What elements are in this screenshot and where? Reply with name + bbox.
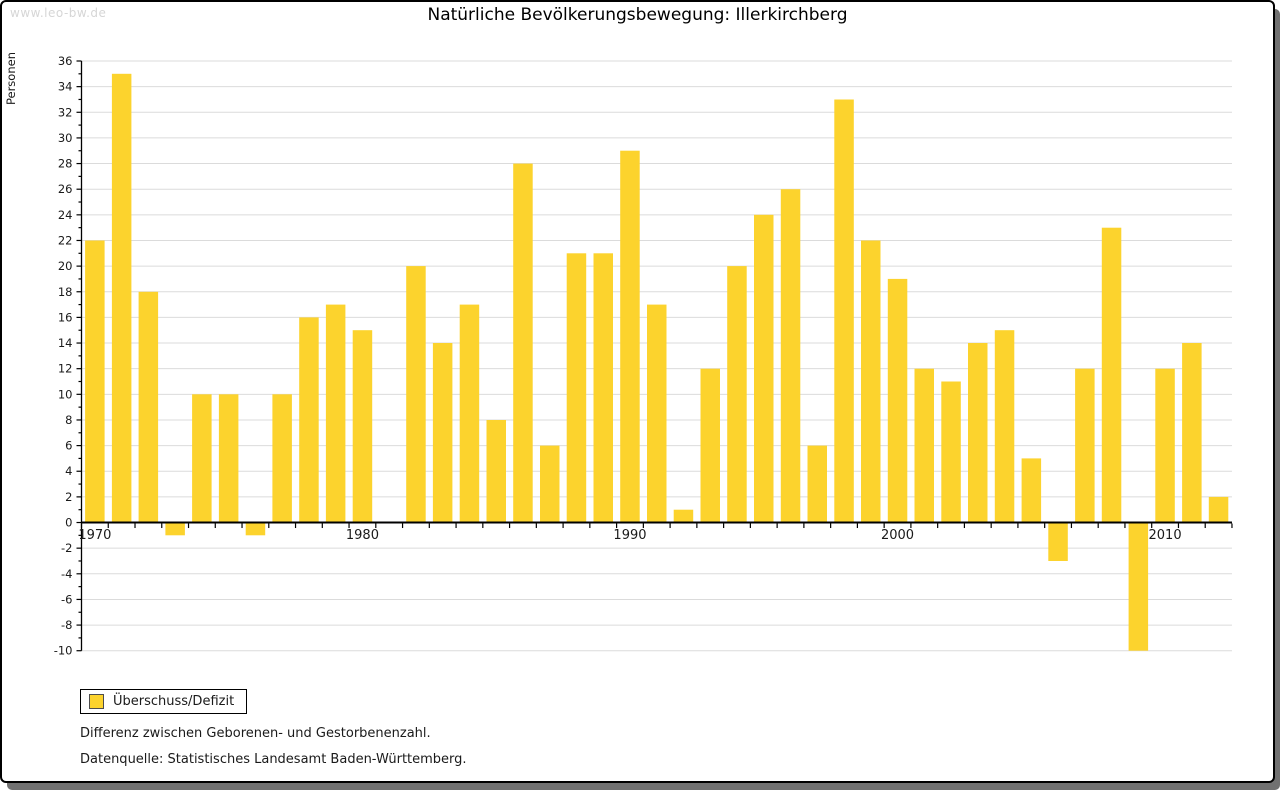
watermark: www.leo-bw.de bbox=[10, 6, 107, 20]
bar-1971 bbox=[111, 73, 132, 523]
bar-1999 bbox=[861, 240, 881, 523]
y-tick-label: -10 bbox=[54, 644, 73, 658]
y-tick-label: 36 bbox=[58, 54, 73, 68]
bar-1975 bbox=[218, 394, 239, 523]
bar-1976 bbox=[245, 522, 266, 536]
bar-1974 bbox=[192, 394, 212, 523]
bar-1973 bbox=[165, 522, 185, 536]
bar-1978 bbox=[299, 317, 319, 523]
bar-2006 bbox=[1048, 522, 1068, 561]
bar-2009 bbox=[1128, 522, 1149, 651]
bar-2010 bbox=[1155, 368, 1175, 523]
bar-1972 bbox=[138, 291, 159, 523]
bar-1980 bbox=[352, 330, 373, 523]
y-tick-label: 30 bbox=[58, 131, 73, 145]
bar-1984 bbox=[459, 304, 480, 523]
y-tick-label: 26 bbox=[58, 182, 73, 196]
y-tick-label: 0 bbox=[65, 516, 72, 530]
x-tick-label-1990: 1990 bbox=[613, 528, 646, 543]
bar-1993 bbox=[700, 368, 720, 523]
bar-1987 bbox=[540, 445, 560, 523]
y-tick-label: 24 bbox=[58, 208, 73, 222]
y-tick-label: 8 bbox=[65, 413, 72, 427]
bar-2003 bbox=[968, 343, 988, 523]
bar-1997 bbox=[807, 445, 827, 523]
legend-swatch-icon bbox=[89, 694, 104, 709]
bar-2008 bbox=[1101, 227, 1122, 523]
bar-1998 bbox=[834, 99, 854, 523]
bar-1996 bbox=[780, 189, 801, 523]
y-tick-label: 20 bbox=[58, 259, 73, 273]
y-tick-label: -2 bbox=[61, 541, 72, 555]
bar-2000 bbox=[887, 278, 908, 523]
bar-1990 bbox=[620, 150, 640, 523]
y-tick-label: 4 bbox=[65, 464, 72, 478]
bar-1979 bbox=[325, 304, 346, 523]
bar-1985 bbox=[486, 420, 506, 523]
bar-2004 bbox=[994, 330, 1015, 523]
y-tick-label: 10 bbox=[58, 387, 73, 401]
x-tick-label-2000: 2000 bbox=[881, 528, 914, 543]
bar-1988 bbox=[566, 253, 587, 523]
y-tick-label: -4 bbox=[61, 567, 72, 581]
bar-1995 bbox=[754, 214, 774, 523]
x-tick-label-1970: 1970 bbox=[78, 528, 111, 543]
bar-1983 bbox=[432, 343, 453, 523]
bar-1994 bbox=[727, 266, 747, 523]
bar-1991 bbox=[647, 304, 667, 523]
bar-1982 bbox=[406, 266, 426, 523]
bar-1992 bbox=[673, 509, 694, 523]
x-tick-label-2010: 2010 bbox=[1149, 528, 1182, 543]
y-tick-label: 16 bbox=[58, 310, 73, 324]
bar-1986 bbox=[513, 163, 533, 523]
y-tick-label: 14 bbox=[58, 336, 73, 350]
bar-1989 bbox=[593, 253, 613, 523]
y-tick-label: 34 bbox=[58, 80, 73, 94]
bar-2002 bbox=[941, 381, 961, 523]
bar-1970 bbox=[85, 240, 105, 523]
y-tick-label: -8 bbox=[61, 618, 72, 632]
x-tick-label-1980: 1980 bbox=[346, 528, 379, 543]
y-tick-label: -6 bbox=[61, 592, 72, 606]
bar-1977 bbox=[272, 394, 292, 523]
y-tick-label: 6 bbox=[65, 439, 72, 453]
footnote-source: Datenquelle: Statistisches Landesamt Bad… bbox=[80, 752, 467, 767]
y-tick-label: 2 bbox=[65, 490, 72, 504]
y-tick-label: 22 bbox=[58, 233, 73, 247]
footnote-description: Differenz zwischen Geborenen- und Gestor… bbox=[80, 726, 431, 741]
bar-2007 bbox=[1075, 368, 1095, 523]
y-tick-label: 32 bbox=[58, 105, 73, 119]
legend: Überschuss/Defizit bbox=[80, 689, 248, 714]
bar-2001 bbox=[914, 368, 934, 523]
bar-2011 bbox=[1182, 343, 1202, 523]
y-tick-label: 18 bbox=[58, 285, 73, 299]
y-tick-label: 28 bbox=[58, 157, 73, 171]
y-tick-label: 12 bbox=[58, 362, 73, 376]
chart-title: Natürliche Bevölkerungsbewegung: Illerki… bbox=[427, 5, 848, 25]
bar-2005 bbox=[1021, 458, 1042, 523]
bar-2012 bbox=[1208, 496, 1229, 523]
legend-label: Überschuss/Defizit bbox=[113, 694, 235, 709]
